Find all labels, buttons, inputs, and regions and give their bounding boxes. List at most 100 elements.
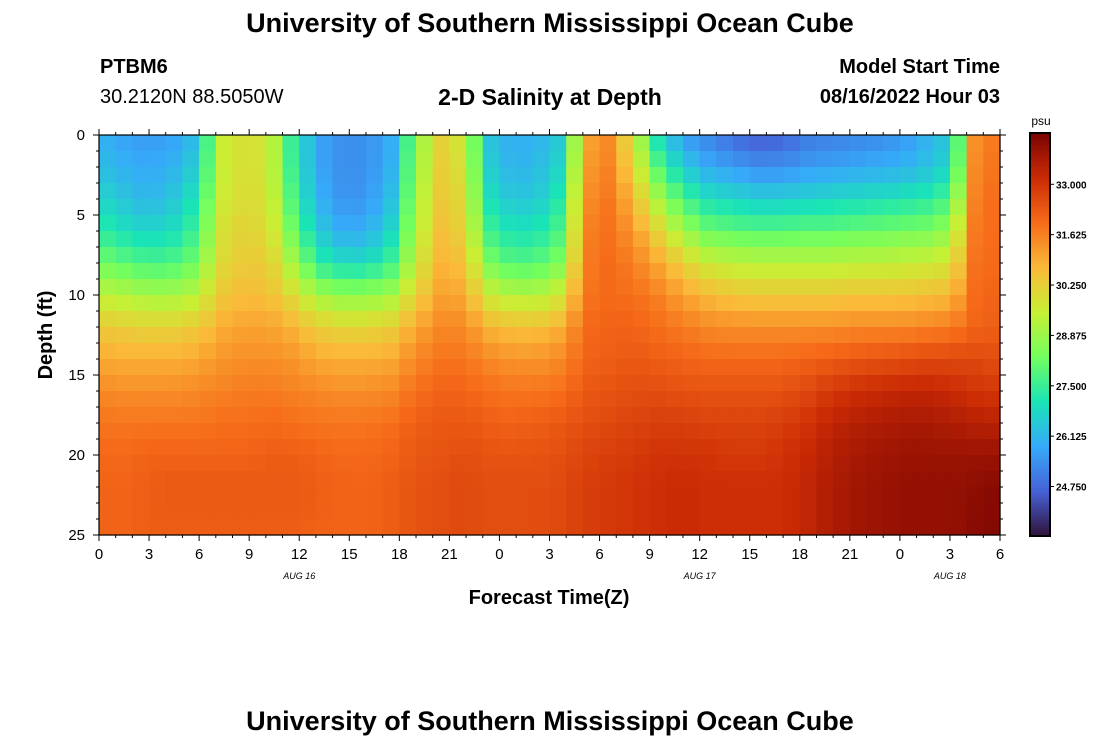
heatmap-cell xyxy=(449,455,467,472)
heatmap-cell xyxy=(649,343,667,360)
heatmap-cell xyxy=(265,263,284,280)
heatmap-cell xyxy=(416,503,434,520)
heatmap-cell xyxy=(149,167,167,184)
heatmap-cell xyxy=(549,167,567,184)
heatmap-cell xyxy=(766,151,784,168)
heatmap-cell xyxy=(783,151,801,168)
heatmap-cell xyxy=(315,407,334,424)
heatmap-cell xyxy=(265,471,284,488)
heatmap-cell xyxy=(549,263,567,280)
heatmap-cell xyxy=(733,183,751,200)
heatmap-cell xyxy=(365,423,384,440)
heatmap-cell xyxy=(99,295,117,312)
heatmap-cell xyxy=(349,343,367,360)
heatmap-cell xyxy=(282,167,300,184)
heatmap-cell xyxy=(833,167,851,184)
heatmap-cell xyxy=(432,439,450,456)
heatmap-cell xyxy=(616,359,634,376)
heatmap-cell xyxy=(833,327,851,344)
heatmap-cell xyxy=(632,439,651,456)
heatmap-cell xyxy=(332,279,350,296)
heatmap-cell xyxy=(182,279,200,296)
heatmap-cell xyxy=(215,471,234,488)
heatmap-cell xyxy=(282,263,300,280)
heatmap-cell xyxy=(365,167,384,184)
heatmap-cell xyxy=(182,247,200,264)
heatmap-cell xyxy=(649,215,667,232)
colorbar-segment xyxy=(1030,432,1050,436)
heatmap-cell xyxy=(466,407,484,424)
heatmap-cell xyxy=(933,503,951,520)
heatmap-cell xyxy=(816,391,834,408)
heatmap-cell xyxy=(182,215,200,232)
heatmap-cell xyxy=(315,359,334,376)
heatmap-cell xyxy=(315,327,334,344)
heatmap-cell xyxy=(199,407,217,424)
heatmap-cell xyxy=(549,423,567,440)
colorbar-segment xyxy=(1030,344,1050,348)
heatmap-cell xyxy=(699,311,717,328)
heatmap-cell xyxy=(699,215,717,232)
heatmap-cell xyxy=(599,503,617,520)
heatmap-cell xyxy=(699,503,717,520)
heatmap-cell xyxy=(866,263,884,280)
heatmap-cell xyxy=(666,455,684,472)
heatmap-cell xyxy=(382,375,400,392)
heatmap-cell xyxy=(599,375,617,392)
heatmap-cell xyxy=(132,279,150,296)
heatmap-cell xyxy=(933,215,951,232)
heatmap-cell xyxy=(566,487,584,504)
heatmap-cell xyxy=(482,327,501,344)
heatmap-cell xyxy=(766,263,784,280)
heatmap-cell xyxy=(666,503,684,520)
heatmap-cell xyxy=(632,455,651,472)
heatmap-cell xyxy=(449,471,467,488)
colorbar-segment xyxy=(1030,407,1050,411)
heatmap-cell xyxy=(966,455,984,472)
heatmap-cell xyxy=(799,519,818,536)
colorbar-segment xyxy=(1030,427,1050,431)
heatmap-cell xyxy=(99,263,117,280)
heatmap-cell xyxy=(649,455,667,472)
heatmap-cell xyxy=(616,135,634,152)
heatmap-cell xyxy=(749,231,768,248)
colorbar-segment xyxy=(1030,178,1050,182)
heatmap-cell xyxy=(382,423,400,440)
heatmap-cell xyxy=(466,423,484,440)
heatmap-cell xyxy=(983,199,1001,216)
colorbar-segment xyxy=(1030,218,1050,222)
heatmap-cell xyxy=(182,183,200,200)
heatmap-cell xyxy=(332,407,350,424)
heatmap-cell xyxy=(99,183,117,200)
heatmap-cell xyxy=(432,167,450,184)
heatmap-cell xyxy=(933,231,951,248)
heatmap-cell xyxy=(733,343,751,360)
heatmap-cell xyxy=(866,375,884,392)
heatmap-cell xyxy=(149,455,167,472)
heatmap-cell xyxy=(983,183,1001,200)
colorbar-segment xyxy=(1030,304,1050,308)
heatmap-cell xyxy=(716,423,734,440)
heatmap-cell xyxy=(766,455,784,472)
heatmap-cell xyxy=(983,247,1001,264)
colorbar-segment xyxy=(1030,286,1050,290)
heatmap-cell xyxy=(716,503,734,520)
heatmap-cell xyxy=(883,439,901,456)
heatmap-cell xyxy=(182,343,200,360)
heatmap-cell xyxy=(566,263,584,280)
colorbar-segment xyxy=(1030,148,1050,152)
heatmap-cell xyxy=(466,199,484,216)
colorbar-segment xyxy=(1030,367,1050,371)
heatmap-cell xyxy=(799,247,818,264)
heatmap-cell xyxy=(849,247,868,264)
heatmap-cell xyxy=(466,519,484,536)
heatmap-cell xyxy=(466,263,484,280)
heatmap-cell xyxy=(682,471,701,488)
heatmap-cell xyxy=(365,343,384,360)
colorbar-segment xyxy=(1030,145,1050,149)
heatmap-cell xyxy=(416,295,434,312)
heatmap-cell xyxy=(933,455,951,472)
heatmap-cell xyxy=(983,439,1001,456)
heatmap-cell xyxy=(165,487,184,504)
